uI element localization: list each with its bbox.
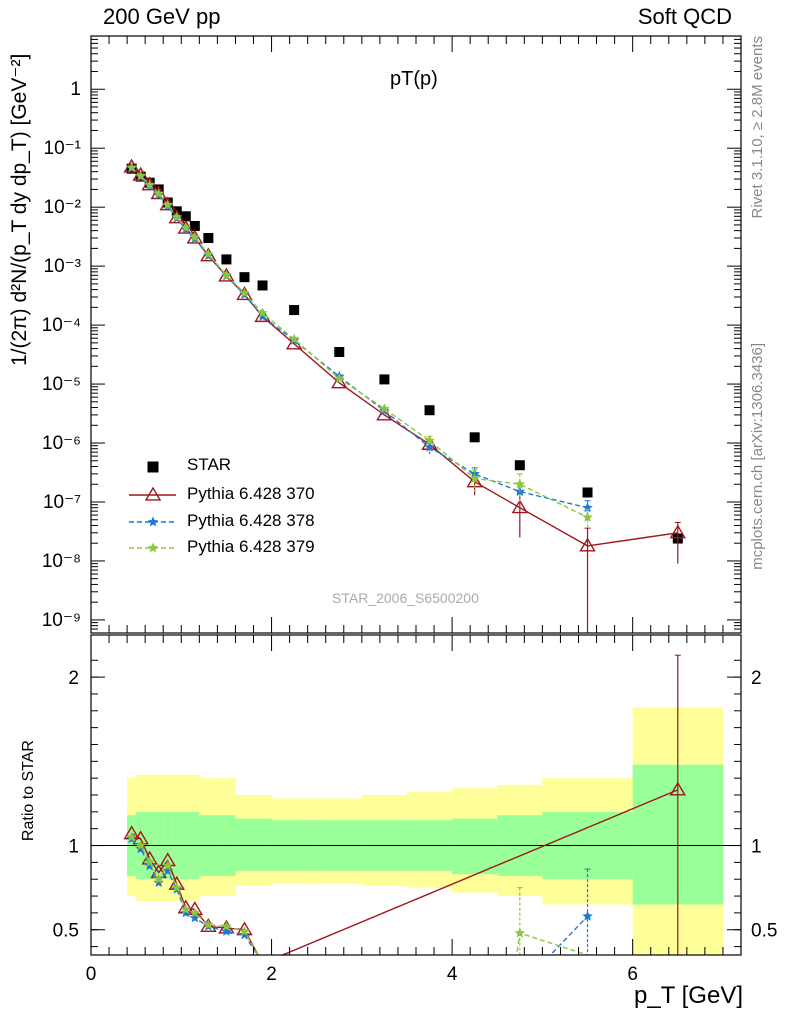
379-point xyxy=(424,435,435,445)
x-tick-label: 4 xyxy=(447,964,458,985)
legend-marker-379 xyxy=(147,542,159,553)
mcplots-reference-text: mcplots.cern.ch [arXiv:1306.3436] xyxy=(749,343,766,570)
star-point xyxy=(514,460,525,471)
analysis-watermark: STAR_2006_S6500200 xyxy=(332,590,479,606)
379-point xyxy=(288,333,300,344)
chart-title: pT(p) xyxy=(390,68,438,90)
370-point xyxy=(669,524,687,539)
legend-entry-pythia-370: Pythia 6.428 370 xyxy=(187,484,315,503)
star-point xyxy=(379,374,390,385)
y-axis-label-main: 1/(2π) d²N/(p_T dy dp_T) [GeV⁻²] xyxy=(8,53,31,366)
370-point xyxy=(669,781,687,796)
379-point xyxy=(135,170,146,181)
ratio-y-tick-label: 0.5 xyxy=(53,921,79,942)
379-point xyxy=(180,222,191,233)
378-point xyxy=(189,912,201,923)
legend-entry-pythia-378: Pythia 6.428 378 xyxy=(187,511,315,530)
379-point xyxy=(221,269,232,280)
uncertainty-band-inner xyxy=(235,818,254,871)
y-tick-label: 10⁻⁶ xyxy=(42,433,81,454)
378-point xyxy=(221,925,232,936)
379-point xyxy=(144,856,155,867)
y-tick-label: 1 xyxy=(70,79,81,100)
star-point xyxy=(469,432,480,443)
379-point xyxy=(239,925,250,936)
uncertainty-band-inner xyxy=(253,818,273,871)
ratio-y-tick-label: 1 xyxy=(68,837,79,858)
x-tick-label: 0 xyxy=(86,964,97,985)
379-point xyxy=(221,920,232,931)
379-point xyxy=(203,248,214,259)
379-point xyxy=(189,231,201,242)
uncertainty-band-inner xyxy=(452,818,498,875)
star-point xyxy=(582,487,593,498)
379-point xyxy=(514,927,526,938)
star-point xyxy=(180,211,191,222)
ratio-y-tick-label: 2 xyxy=(68,668,79,689)
379-point xyxy=(162,860,173,871)
legend-marker-378 xyxy=(147,516,159,527)
header-right-label: Soft QCD xyxy=(637,4,732,29)
y-tick-label: 10⁻⁸ xyxy=(42,551,81,572)
379-point xyxy=(144,179,155,190)
378-point xyxy=(582,910,593,921)
legend-entry-star: STAR xyxy=(187,455,232,474)
star-point xyxy=(203,233,214,244)
legend-marker-370 xyxy=(144,486,162,501)
star-point xyxy=(239,272,250,283)
legend-entry-pythia-379: Pythia 6.428 379 xyxy=(187,537,315,556)
379-point xyxy=(334,372,345,383)
x-axis-label: p_T [GeV] xyxy=(634,982,743,1009)
y-tick-label: 10⁻⁹ xyxy=(42,610,81,631)
378-point xyxy=(153,877,164,887)
370-point xyxy=(579,537,596,552)
star-point xyxy=(289,305,300,316)
379-point xyxy=(189,907,201,918)
y-tick-label: 10⁻² xyxy=(44,197,82,218)
379-point xyxy=(379,403,390,414)
ratio-y-tick-label-right: 0.5 xyxy=(751,921,777,942)
379-point xyxy=(514,478,526,489)
370-point xyxy=(331,374,348,389)
rivet-version-text: Rivet 3.1.10, ≥ 2.8M events xyxy=(749,36,766,219)
379-point xyxy=(582,511,593,522)
y-axis-label-ratio: Ratio to STAR xyxy=(20,740,37,842)
y-tick-label: 10⁻¹ xyxy=(44,138,82,159)
y-tick-label: 10⁻⁴ xyxy=(42,315,81,336)
370-point xyxy=(511,499,529,514)
379-point xyxy=(126,831,137,842)
379-point xyxy=(171,882,182,893)
379-point xyxy=(135,840,146,850)
star-point xyxy=(189,220,200,231)
star-point xyxy=(424,405,435,416)
y-tick-label: 10⁻⁵ xyxy=(42,374,81,395)
378-point xyxy=(180,907,191,918)
379-point xyxy=(203,919,214,930)
379-point xyxy=(153,873,164,884)
379-point xyxy=(469,473,480,483)
379-point xyxy=(239,287,250,298)
379-point xyxy=(180,904,191,914)
y-tick-label: 10⁻⁷ xyxy=(43,492,81,513)
x-tick-label: 6 xyxy=(627,964,638,985)
star-point xyxy=(221,254,232,265)
379-point xyxy=(162,199,173,210)
379-point xyxy=(126,162,137,172)
legend-marker-star xyxy=(147,461,159,473)
379-point xyxy=(257,307,268,318)
header-left-label: 200 GeV pp xyxy=(103,4,221,29)
378-point xyxy=(144,860,155,871)
star-point xyxy=(334,346,345,357)
378-point xyxy=(424,441,435,452)
x-tick-label: 2 xyxy=(266,964,277,985)
ratio-y-tick-label-right: 1 xyxy=(751,837,762,858)
379-point xyxy=(153,188,164,198)
star-point xyxy=(257,280,268,291)
379-point xyxy=(171,211,182,222)
ratio-y-tick-label-right: 2 xyxy=(751,668,762,689)
y-tick-label: 10⁻³ xyxy=(44,256,82,277)
378-point xyxy=(257,311,268,321)
